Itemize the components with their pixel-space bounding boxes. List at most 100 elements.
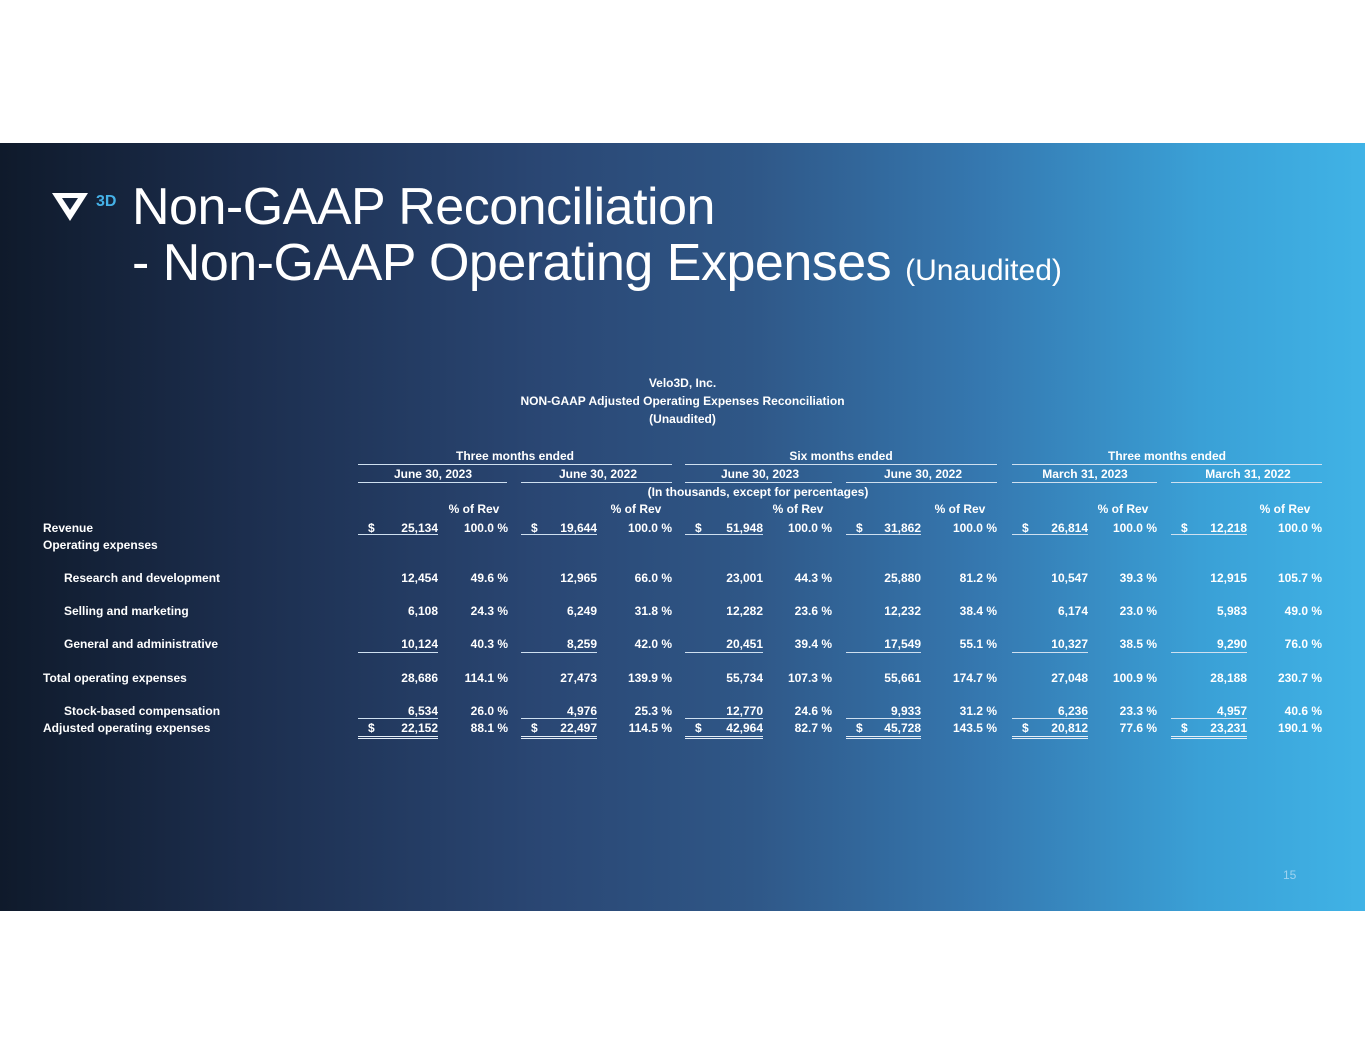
revenue-underline [358, 534, 438, 535]
revenue-underline [685, 534, 763, 535]
pct-of-rev-header: % of Rev [772, 502, 824, 516]
currency-symbol: $ [531, 521, 538, 535]
title-line2: - Non-GAAP Operating Expenses [132, 234, 892, 292]
table-value: 4,957 [1216, 704, 1247, 718]
table-pct: 24.6 % [794, 704, 832, 718]
table-value: 12,454 [401, 571, 438, 585]
subtotal-underline [521, 652, 597, 653]
table-pct: 23.0 % [1119, 604, 1157, 618]
table-value: 12,965 [560, 571, 597, 585]
table-value: 10,327 [1051, 637, 1088, 651]
table-pct: 114.1 % [464, 671, 508, 685]
table-pct: 38.4 % [959, 604, 997, 618]
total-double-underline [685, 736, 763, 739]
table-pct: 40.3 % [470, 637, 508, 651]
pct-of-rev-header: % of Rev [1259, 502, 1311, 516]
table-pct: 24.3 % [470, 604, 508, 618]
table-pct: 100.0 % [627, 521, 672, 535]
table-pct: 31.2 % [959, 704, 997, 718]
currency-symbol: $ [695, 721, 702, 735]
currency-symbol: $ [1022, 521, 1029, 535]
table-value: 6,249 [566, 604, 597, 618]
subtotal-underline [1012, 652, 1088, 653]
table-pct: 23.3 % [1119, 704, 1157, 718]
slide: 3D Non-GAAP Reconciliation - Non-GAAP Op… [0, 143, 1365, 911]
table-value: 6,236 [1057, 704, 1088, 718]
table-pct: 100.0 % [1277, 521, 1322, 535]
table-value: 25,880 [884, 571, 921, 585]
table-pct: 230.7 % [1277, 671, 1322, 685]
table-pct: 82.7 % [794, 721, 832, 735]
total-double-underline [846, 736, 921, 739]
company-name: Velo3D, Inc. [648, 376, 717, 390]
table-value: 10,124 [401, 637, 438, 651]
group-header: Three months ended [1107, 449, 1226, 463]
table-heading: NON-GAAP Adjusted Operating Expenses Rec… [520, 394, 845, 408]
table-value: 25,134 [401, 521, 438, 535]
table-value: 6,174 [1057, 604, 1088, 618]
row-label: Adjusted operating expenses [43, 721, 211, 735]
total-double-underline [521, 736, 597, 739]
table-pct: 66.0 % [634, 571, 672, 585]
table-value: 10,547 [1051, 571, 1088, 585]
units-note: (In thousands, except for percentages) [647, 485, 869, 499]
title-suffix: (Unaudited) [905, 254, 1062, 287]
stock-comp-underline [1012, 718, 1088, 719]
table-value: 23,231 [1210, 721, 1247, 735]
table-pct: 81.2 % [959, 571, 997, 585]
table-value: 6,534 [407, 704, 438, 718]
revenue-underline [846, 534, 921, 535]
row-label: Revenue [43, 521, 94, 535]
period-header: June 30, 2022 [558, 467, 638, 481]
total-double-underline [358, 736, 438, 739]
table-value: 55,734 [726, 671, 763, 685]
row-label: Research and development [64, 571, 221, 585]
table-value: 12,770 [726, 704, 763, 718]
total-double-underline [1012, 736, 1088, 739]
period-header-rule [685, 482, 832, 483]
table-pct: 77.6 % [1119, 721, 1157, 735]
pct-of-rev-header: % of Rev [934, 502, 986, 516]
table-value: 42,964 [726, 721, 763, 735]
group-header-rule [358, 464, 672, 465]
group-header: Three months ended [455, 449, 574, 463]
period-header: June 30, 2022 [883, 467, 963, 481]
stock-comp-underline [685, 718, 763, 719]
subtotal-underline [685, 652, 763, 653]
stock-comp-underline [846, 718, 921, 719]
table-value: 20,812 [1051, 721, 1088, 735]
currency-symbol: $ [695, 521, 702, 535]
total-double-underline [1171, 736, 1247, 739]
currency-symbol: $ [856, 521, 863, 535]
table-value: 28,188 [1210, 671, 1247, 685]
table-value: 4,976 [566, 704, 597, 718]
stock-comp-underline [1171, 718, 1247, 719]
table-value: 45,728 [884, 721, 921, 735]
revenue-underline [1171, 534, 1247, 535]
table-pct: 26.0 % [470, 704, 508, 718]
title-line2-wrap: - Non-GAAP Operating Expenses (Unaudited… [132, 235, 1062, 299]
table-pct: 49.6 % [470, 571, 508, 585]
row-label: Operating expenses [43, 538, 158, 552]
period-header-rule [521, 482, 672, 483]
table-value: 20,451 [726, 637, 763, 651]
title-line1: Non-GAAP Reconciliation [132, 178, 715, 236]
table-pct: 39.4 % [794, 637, 832, 651]
revenue-underline [1012, 534, 1088, 535]
group-header-rule [685, 464, 997, 465]
table-value: 12,915 [1210, 571, 1247, 585]
table-value: 12,282 [726, 604, 763, 618]
table-pct: 105.7 % [1277, 571, 1322, 585]
table-value: 8,259 [566, 637, 597, 651]
pct-of-rev-header: % of Rev [448, 502, 500, 516]
table-value: 19,644 [560, 521, 597, 535]
period-header: March 31, 2023 [1042, 467, 1128, 481]
currency-symbol: $ [368, 721, 375, 735]
table-value: 22,497 [560, 721, 597, 735]
table-pct: 25.3 % [634, 704, 672, 718]
table-pct: 107.3 % [787, 671, 832, 685]
table-subheading: (Unaudited) [649, 412, 716, 426]
table-value: 23,001 [726, 571, 763, 585]
table-value: 9,290 [1216, 637, 1247, 651]
subtotal-underline [846, 652, 921, 653]
